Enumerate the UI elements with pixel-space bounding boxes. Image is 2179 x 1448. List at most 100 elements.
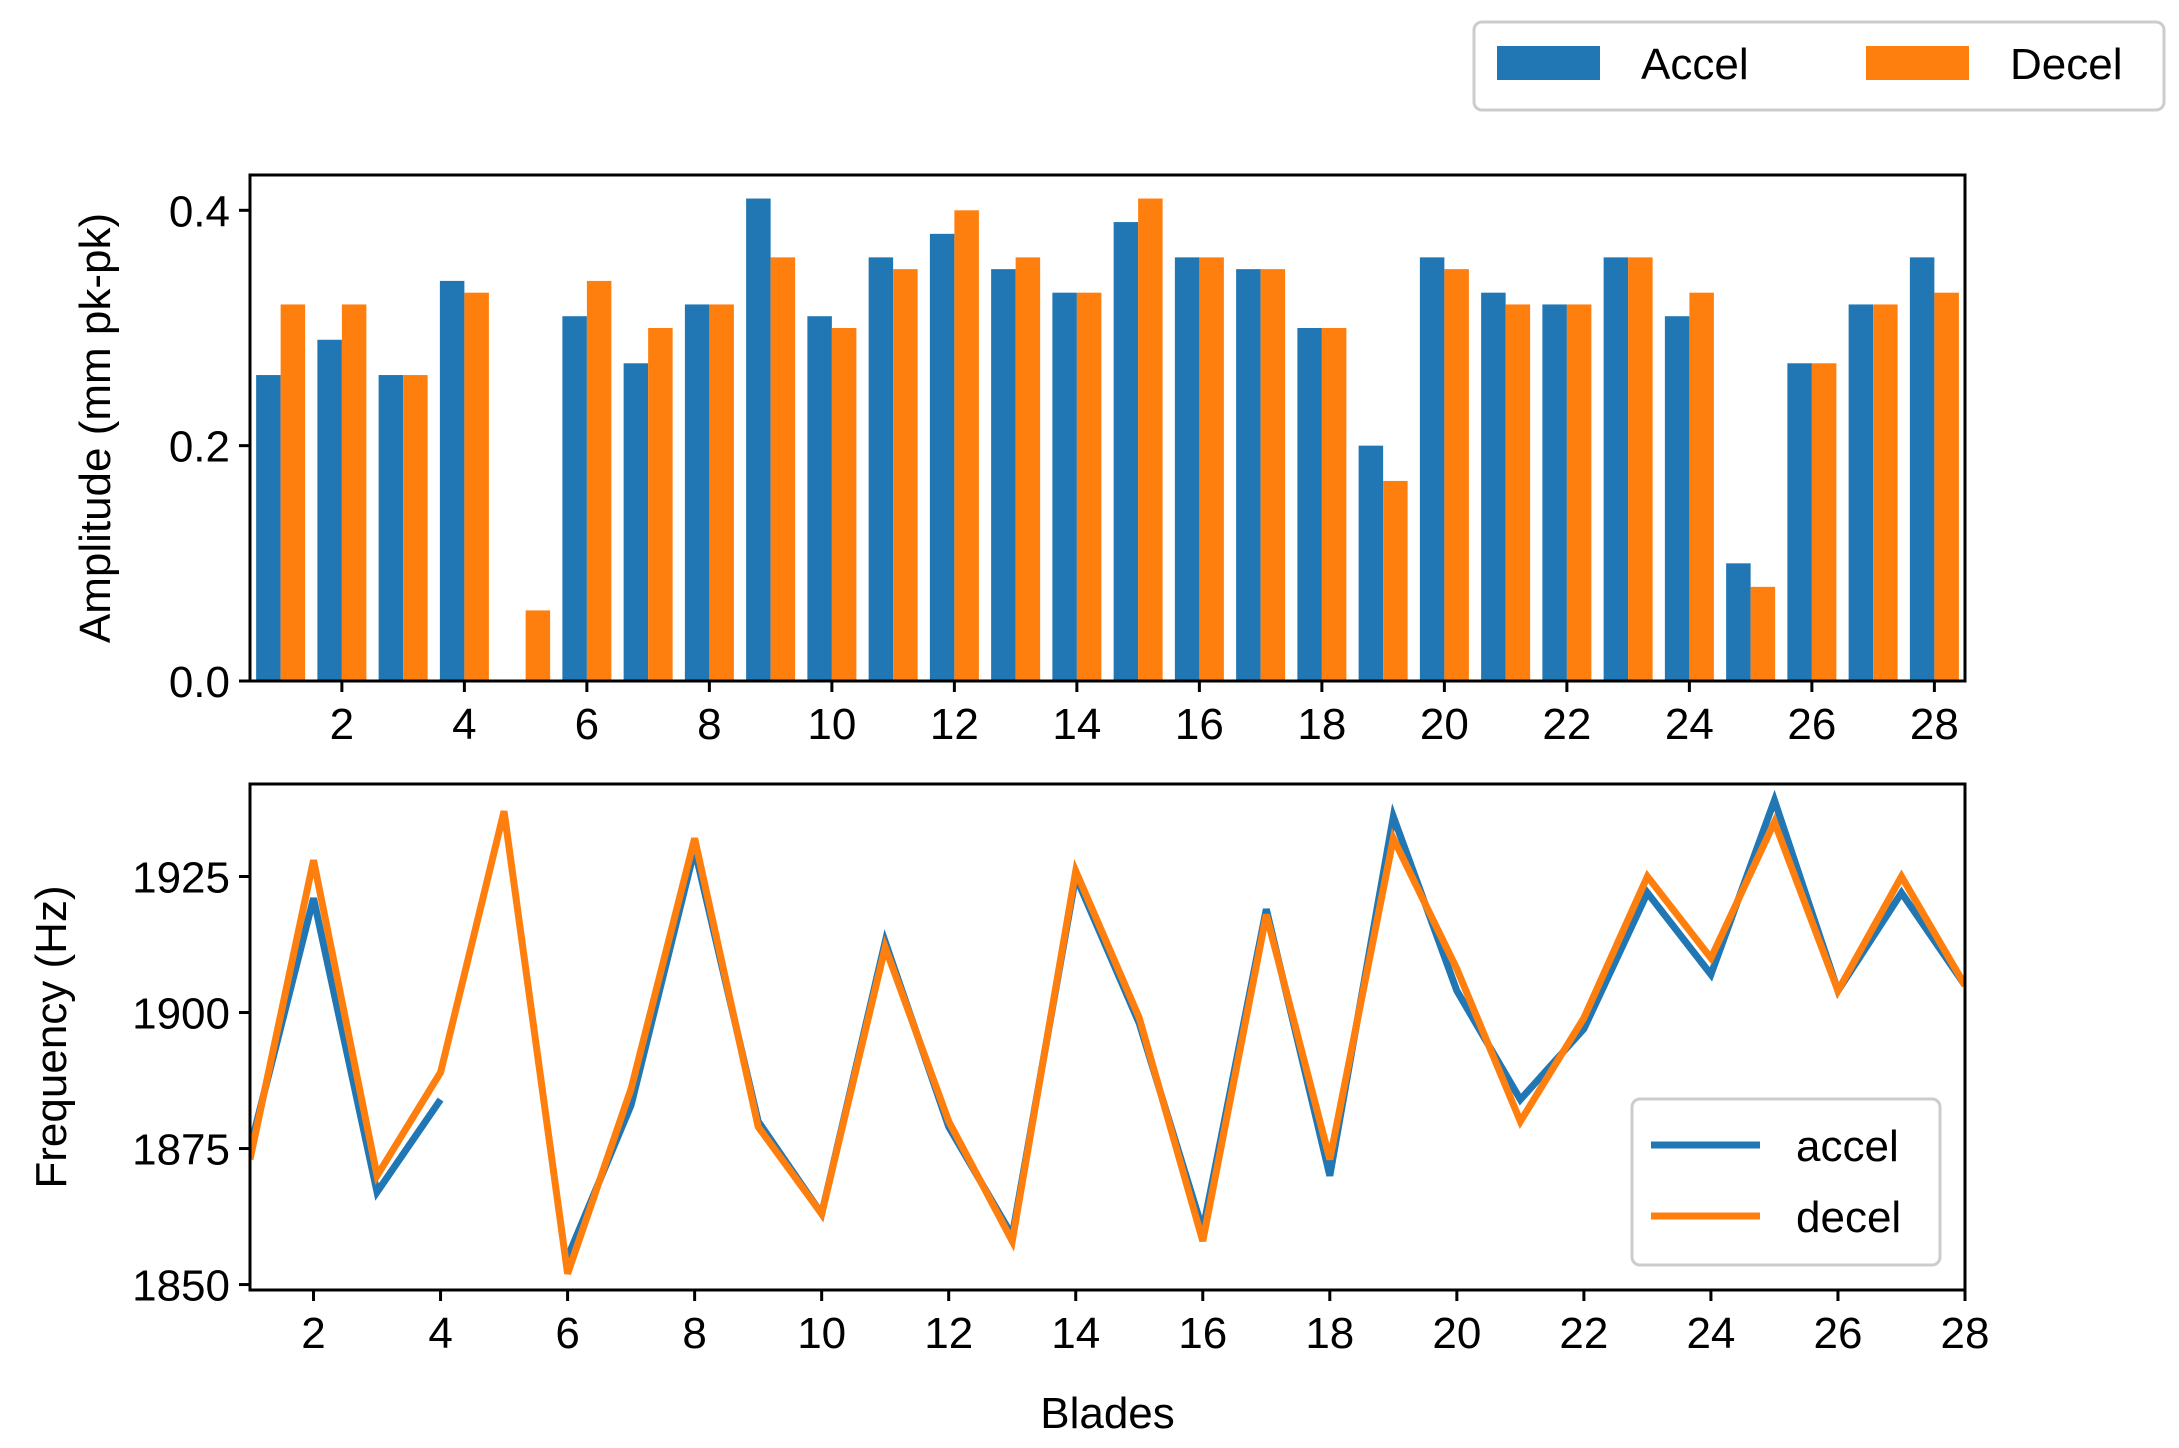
bar-accel-26 xyxy=(1787,363,1812,681)
bar-decel-23 xyxy=(1628,257,1653,681)
line-ytick-label-1925: 1925 xyxy=(132,853,230,902)
line-xtick-label-22: 22 xyxy=(1559,1309,1608,1358)
bar-accel-3 xyxy=(378,375,404,681)
bar-accel-9 xyxy=(746,198,771,681)
bar-accel-15 xyxy=(1113,222,1139,681)
legend-accel-label: Accel xyxy=(1641,40,1749,89)
line-xtick-label-10: 10 xyxy=(797,1309,846,1358)
bar-accel-20 xyxy=(1419,257,1445,681)
bar-decel-28 xyxy=(1934,292,1959,681)
bar-axes-frame xyxy=(248,173,1967,683)
line-ytick-label-1900: 1900 xyxy=(132,990,230,1039)
bar-ytick-label-1: 0.2 xyxy=(169,423,230,472)
bar-xtick-label-10: 10 xyxy=(807,700,856,749)
line-axes-frame xyxy=(248,782,1967,1292)
line-xtick-label-20: 20 xyxy=(1432,1309,1481,1358)
bar-decel-16 xyxy=(1199,257,1224,681)
bar-ylabel: Amplitude (mm pk-pk) xyxy=(71,213,120,643)
line-ylabel: Frequency (Hz) xyxy=(27,885,76,1188)
bar-accel-7 xyxy=(623,363,649,681)
bar-xtick-label-12: 12 xyxy=(930,700,979,749)
bar-accel-4 xyxy=(439,280,465,681)
bar-accel-23 xyxy=(1603,257,1629,681)
bar-decel-19 xyxy=(1383,480,1408,681)
bar-decel-18 xyxy=(1321,327,1347,681)
bar-decel-20 xyxy=(1444,269,1469,681)
bar-decel-14 xyxy=(1076,292,1102,681)
bar-decel-25 xyxy=(1750,586,1776,681)
bar-decel-21 xyxy=(1505,304,1531,681)
line-xtick-label-4: 4 xyxy=(428,1309,452,1358)
line-xtick-label-18: 18 xyxy=(1305,1309,1354,1358)
bar-accel-6 xyxy=(562,316,587,681)
bar-xtick-label-24: 24 xyxy=(1665,700,1714,749)
line-xtick-label-6: 6 xyxy=(555,1309,579,1358)
legend-decel-swatch xyxy=(1866,46,1969,80)
amplitude-bar-chart: 2 4 6 8 10 12 14 16 18 20 22 24 26 280.00.20.4Amplitu… xyxy=(71,173,1967,749)
bar-xtick-label-14: 14 xyxy=(1052,700,1101,749)
bar-decel-1 xyxy=(280,304,306,681)
frequency-line-chart: 2 4 6 8 10 12 14 16 18 20 22 24 26 281850187519001925… xyxy=(27,782,1990,1438)
bar-xtick-label-6: 6 xyxy=(575,700,599,749)
bar-accel-12 xyxy=(929,233,955,681)
bar-accel-1 xyxy=(256,375,281,681)
bar-decel-9 xyxy=(770,257,796,681)
line-legend-decel-label: decel xyxy=(1796,1193,1901,1242)
bar-decel-13 xyxy=(1015,257,1041,681)
bar-decel-27 xyxy=(1873,304,1898,681)
bar-accel-2 xyxy=(317,339,342,681)
bar-xtick-label-26: 26 xyxy=(1787,700,1836,749)
bar-ytick-label-0: 0.0 xyxy=(169,658,230,707)
bar-decel-6 xyxy=(586,280,612,681)
bar-accel-24 xyxy=(1664,316,1690,681)
line-legend-accel-label: accel xyxy=(1796,1122,1899,1171)
bar-decel-17 xyxy=(1260,269,1286,681)
line-decel-segment-2 xyxy=(250,810,1965,1275)
bar-xtick-label-28: 28 xyxy=(1910,700,1959,749)
bar-decel-26 xyxy=(1811,363,1837,681)
line-accel-segment-0 xyxy=(250,897,444,1201)
top-legend-frame xyxy=(1472,20,2166,112)
bar-decel-5 xyxy=(525,610,551,681)
bar-accel-8 xyxy=(684,304,710,681)
bar-accel-17 xyxy=(1236,269,1261,681)
line-legend: accel decel xyxy=(1630,1097,1942,1267)
bar-accel-11 xyxy=(868,257,894,681)
bar-decel-22 xyxy=(1566,304,1592,681)
bar-accel-18 xyxy=(1297,327,1322,681)
line-xtick-label-12: 12 xyxy=(924,1309,973,1358)
bar-accel-14 xyxy=(1052,292,1077,681)
legend-accel-swatch xyxy=(1497,46,1600,80)
bar-decel-24 xyxy=(1689,292,1714,681)
bar-decel-10 xyxy=(831,327,857,681)
bar-ytick-label-2: 0.4 xyxy=(169,187,230,236)
bar-decel-11 xyxy=(893,269,918,681)
bar-accel-13 xyxy=(991,269,1016,681)
bar-xtick-label-2: 2 xyxy=(330,700,354,749)
bar-xtick-label-16: 16 xyxy=(1175,700,1224,749)
bar-decel-15 xyxy=(1138,198,1163,681)
line-xtick-label-26: 26 xyxy=(1813,1309,1862,1358)
bar-xtick-label-20: 20 xyxy=(1420,700,1469,749)
bar-decel-2 xyxy=(341,304,367,681)
bar-accel-22 xyxy=(1542,304,1567,681)
bar-accel-16 xyxy=(1174,257,1200,681)
bar-accel-25 xyxy=(1726,563,1751,681)
line-xtick-label-2: 2 xyxy=(301,1309,325,1358)
bar-accel-10 xyxy=(807,316,832,681)
line-ytick-label-1850: 1850 xyxy=(132,1262,230,1311)
bar-decel-12 xyxy=(954,210,979,682)
bar-accel-27 xyxy=(1848,304,1874,681)
top-legend: Accel Decel xyxy=(1472,20,2166,112)
bar-decel-3 xyxy=(403,375,428,681)
bar-accel-28 xyxy=(1909,257,1935,681)
line-xtick-label-24: 24 xyxy=(1686,1309,1735,1358)
bar-xtick-label-4: 4 xyxy=(452,700,476,749)
line-xtick-label-8: 8 xyxy=(682,1309,706,1358)
line-xtick-label-16: 16 xyxy=(1178,1309,1227,1358)
line-xtick-label-14: 14 xyxy=(1051,1309,1100,1358)
bar-decel-7 xyxy=(648,327,673,681)
bar-decel-8 xyxy=(709,304,734,681)
line-xtick-label-28: 28 xyxy=(1941,1309,1990,1358)
